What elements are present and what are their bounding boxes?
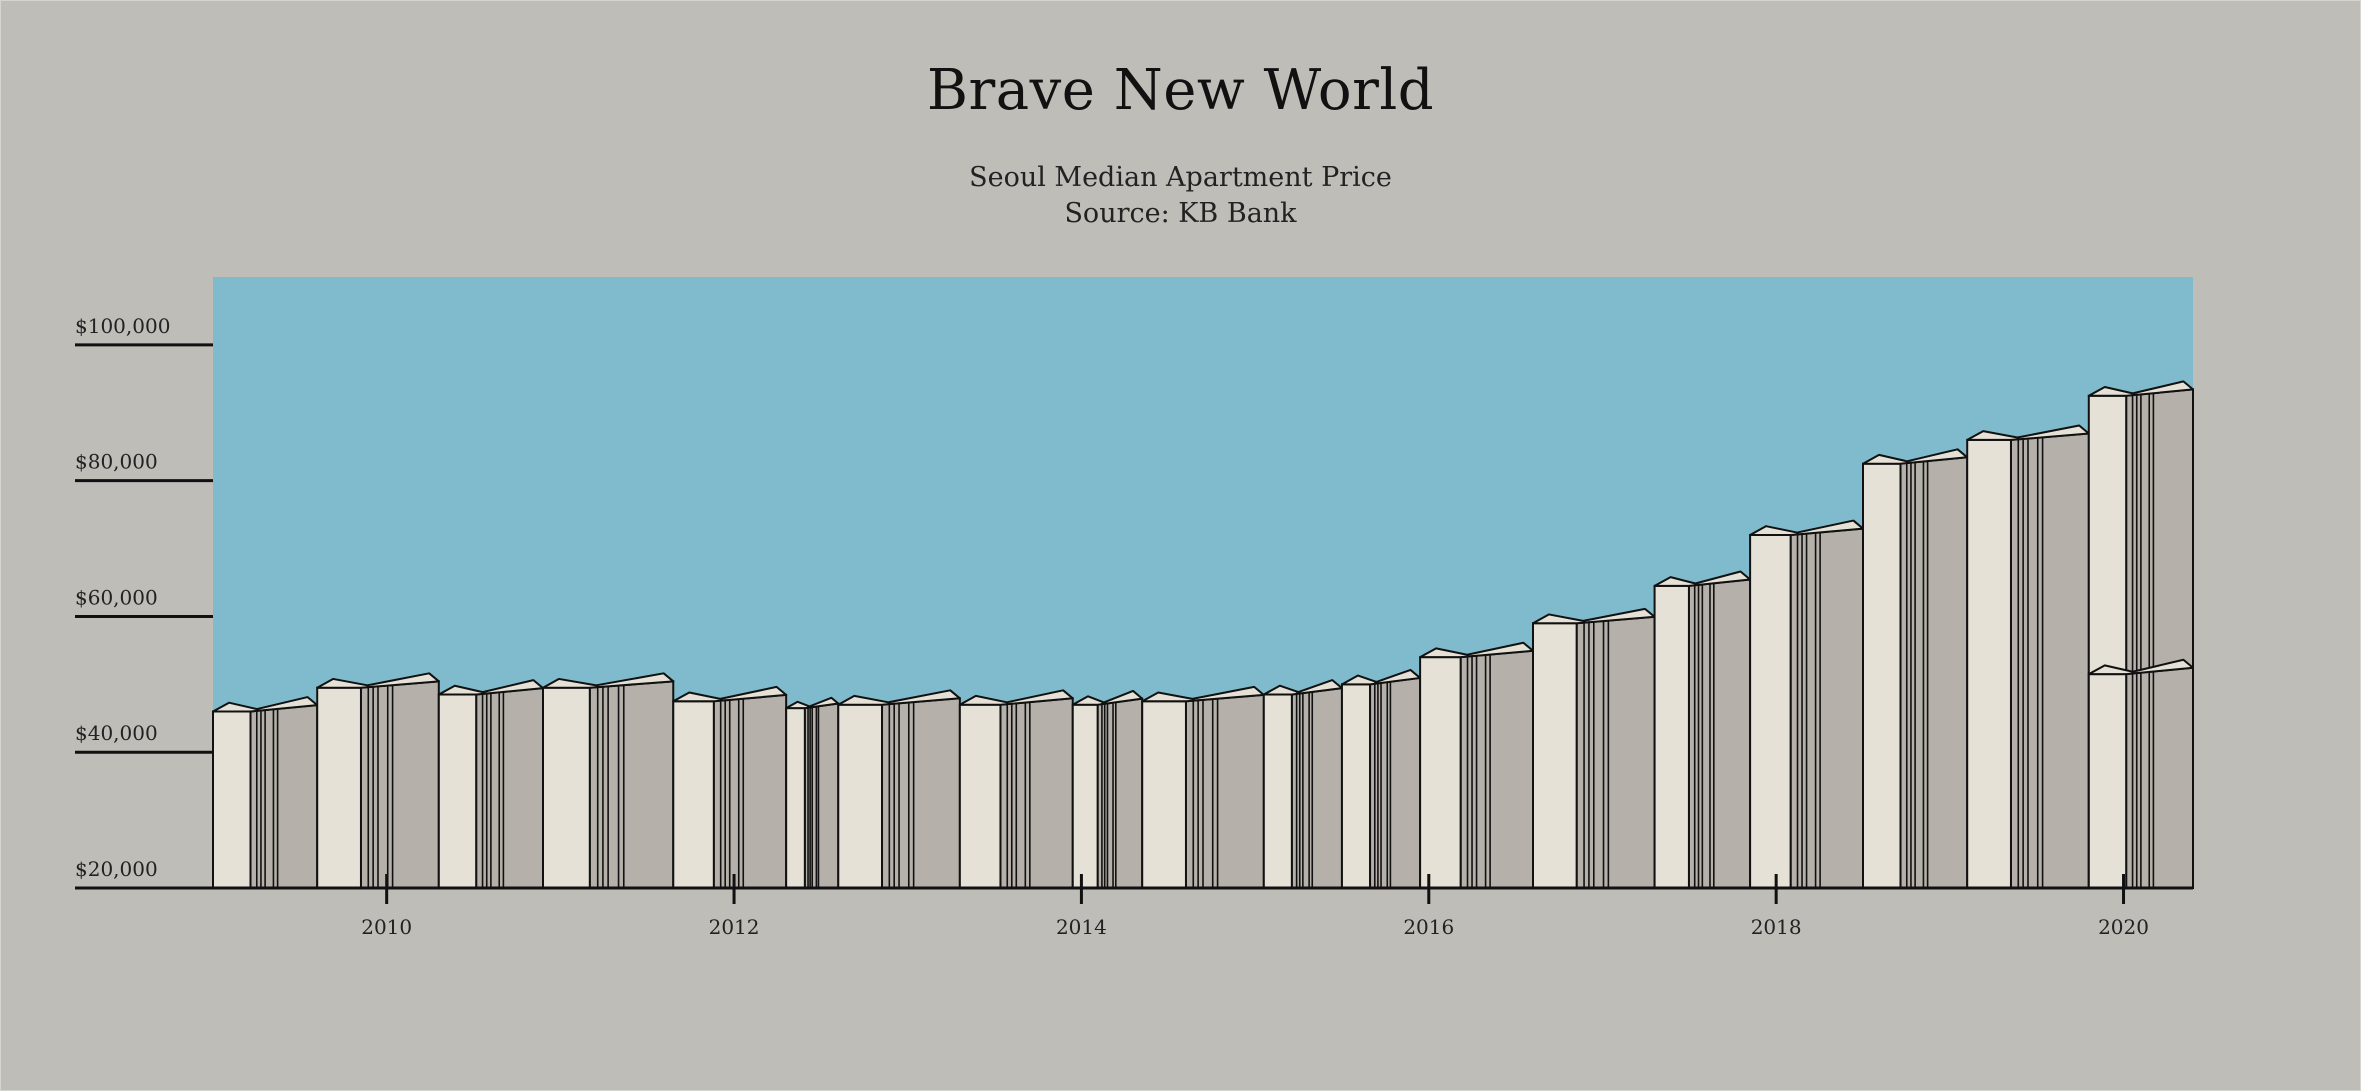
building-roof [1653, 570, 1752, 587]
building-roof [2087, 658, 2194, 676]
building-front-face [1532, 622, 1578, 889]
building-roof [1071, 689, 1144, 706]
building-bar [1966, 424, 2090, 889]
building-bar [212, 696, 319, 889]
building-front-face [958, 703, 1002, 890]
building-roof [785, 696, 840, 710]
building-bar [1262, 679, 1343, 889]
building-front-face [785, 707, 806, 889]
building-front-face [1262, 693, 1293, 889]
y-tick-label: $40,000 [75, 721, 158, 745]
building-bar [1532, 607, 1656, 889]
building-front-face [437, 693, 478, 889]
building-bar [1419, 641, 1534, 890]
building-roof [212, 696, 319, 713]
building-roof [958, 689, 1074, 706]
building-front-face [316, 686, 362, 889]
building-roof [316, 672, 440, 689]
chart-title: Brave New World [926, 58, 1435, 123]
building-front-face [1749, 533, 1792, 889]
building-roof [2087, 380, 2194, 397]
building-roof [672, 685, 788, 703]
y-tick-label: $80,000 [75, 450, 158, 474]
building-bar [837, 689, 961, 890]
building-roof [1749, 519, 1864, 536]
x-tick-label: 2014 [1056, 915, 1107, 939]
building-bar [437, 679, 544, 889]
building-front-face [1966, 438, 2012, 889]
building-front-face [1071, 703, 1099, 890]
building-bar [672, 685, 788, 889]
building-roof [1532, 607, 1656, 625]
y-tick-label: $60,000 [75, 585, 158, 609]
building-bar [542, 672, 675, 889]
x-tick-label: 2010 [361, 915, 412, 939]
x-tick-label: 2012 [709, 915, 760, 939]
subtitle-line-1: Seoul Median Apartment Price [969, 162, 1392, 193]
building-roof [1966, 424, 2090, 441]
building-bar [1071, 689, 1144, 890]
building-bar [1141, 685, 1265, 889]
chart-subtitle: Seoul Median Apartment Price Source: KB … [0, 160, 2361, 232]
subtitle-line-2: Source: KB Bank [1064, 198, 1297, 229]
building-roof [1419, 641, 1534, 659]
x-axis: 2010 2012 2014 2016 2018 2020 [213, 874, 2193, 939]
building-front-face [1653, 584, 1690, 890]
y-tick-label: $20,000 [75, 857, 158, 881]
buildings-layer [212, 380, 2194, 890]
y-axis: $20,000 $40,000 $60,000 $80,000 $100,000 [75, 314, 213, 890]
building-bar [1862, 448, 1969, 889]
x-tick-label: 2016 [1403, 915, 1454, 939]
x-tick-label: 2020 [2098, 915, 2149, 939]
building-front-face [1862, 462, 1902, 889]
building-front-face [542, 686, 591, 889]
building-bar [1653, 570, 1752, 890]
building-front-face [672, 700, 715, 889]
y-tick-label: $100,000 [75, 314, 170, 338]
building-front-face [1340, 683, 1372, 889]
building-front-face [2087, 673, 2128, 890]
building-roof [1141, 685, 1265, 703]
x-tick-label: 2018 [1751, 915, 1802, 939]
building-front-face [212, 710, 252, 889]
building-roof [1340, 668, 1422, 686]
building-roof [437, 679, 544, 696]
building-front-face [1419, 656, 1462, 890]
building-bar [785, 696, 840, 889]
building-front-face [1141, 700, 1187, 889]
building-roof [837, 689, 961, 706]
building-front-face [837, 703, 884, 890]
building-bar [958, 689, 1074, 890]
building-bar [1340, 668, 1422, 889]
building-roof [1262, 679, 1343, 696]
building-roof [542, 672, 675, 689]
building-bar [1749, 519, 1864, 889]
building-bar [2087, 658, 2194, 890]
building-bar [316, 672, 440, 889]
building-roof [1862, 448, 1969, 465]
